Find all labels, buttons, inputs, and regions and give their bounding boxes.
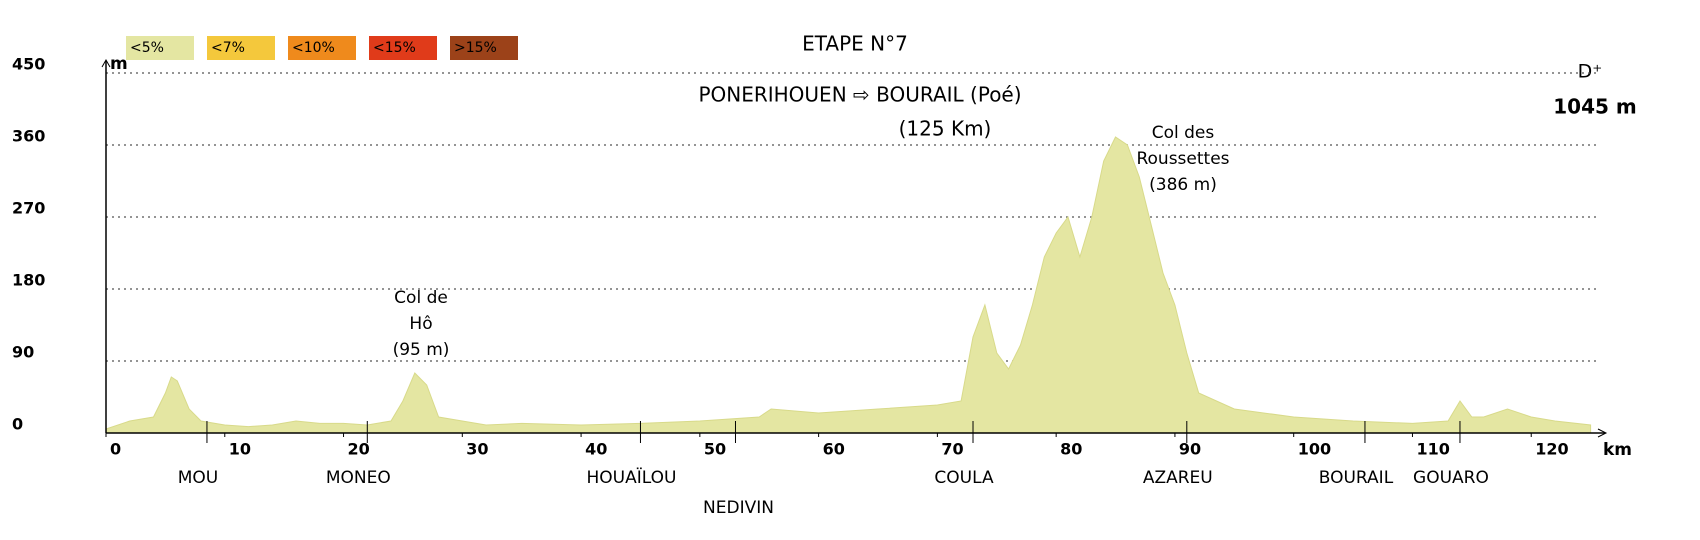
climb-label: D⁺ xyxy=(1578,61,1603,83)
y-arrow xyxy=(101,58,111,68)
legend-label: >15% xyxy=(454,40,497,56)
x-tick-label: 120 xyxy=(1535,440,1568,459)
legend-swatch xyxy=(369,36,437,60)
place-label: GOUARO xyxy=(1413,468,1489,488)
legend-swatch xyxy=(126,36,194,60)
x-tick-label: 110 xyxy=(1416,440,1449,459)
y-tick-label: 180 xyxy=(12,271,45,290)
legend-label: <10% xyxy=(292,40,335,56)
x-tick-label: 80 xyxy=(1060,440,1082,459)
x-tick-label: 70 xyxy=(941,440,963,459)
y-tick-label: 270 xyxy=(12,199,45,218)
place-label: BOURAIL xyxy=(1319,468,1394,488)
chart-subtitle: PONERIHOUEN ⇨ BOURAIL (Poé) xyxy=(698,83,1021,107)
annotation-text: Col des xyxy=(1152,123,1215,143)
distance: (125 Km) xyxy=(899,117,992,141)
annotation-text: (95 m) xyxy=(393,340,450,360)
place-label: NEDIVIN xyxy=(703,498,774,518)
place-label: COULA xyxy=(934,468,994,488)
x-tick-label: 10 xyxy=(229,440,251,459)
place-label: AZAREU xyxy=(1143,468,1213,488)
x-tick-label: 20 xyxy=(348,440,370,459)
legend-label: <15% xyxy=(373,40,416,56)
legend-swatch xyxy=(207,36,275,60)
y-axis-label: m xyxy=(110,54,128,74)
annotation-text: Col de xyxy=(394,288,448,308)
y-tick-label: 450 xyxy=(12,55,45,74)
annotation-text: Hô xyxy=(409,314,432,334)
x-tick-label: 0 xyxy=(110,440,121,459)
y-tick-label: 360 xyxy=(12,127,45,146)
place-label: MOU xyxy=(178,468,219,488)
chart-title: ETAPE N°7 xyxy=(802,32,908,56)
x-tick-label: 100 xyxy=(1298,440,1331,459)
x-arrow xyxy=(1597,428,1608,438)
place-label: HOUAÏLOU xyxy=(586,467,676,488)
legend-swatch xyxy=(450,36,518,60)
y-tick-label: 0 xyxy=(12,415,23,434)
legend-swatch xyxy=(288,36,356,60)
elevation-area xyxy=(105,136,1592,434)
x-axis-label: km xyxy=(1603,440,1632,460)
legend-label: <7% xyxy=(211,40,245,56)
climb-value: 1045 m xyxy=(1553,95,1636,119)
x-tick-label: 60 xyxy=(823,440,845,459)
x-tick-label: 40 xyxy=(585,440,607,459)
x-tick-label: 90 xyxy=(1179,440,1201,459)
place-label: MONEO xyxy=(326,468,391,488)
legend-label: <5% xyxy=(130,40,164,56)
annotation-text: Roussettes xyxy=(1136,149,1229,169)
x-tick-label: 50 xyxy=(704,440,726,459)
y-tick-label: 90 xyxy=(12,343,34,362)
x-tick-label: 30 xyxy=(466,440,488,459)
annotation-text: (386 m) xyxy=(1149,175,1217,195)
